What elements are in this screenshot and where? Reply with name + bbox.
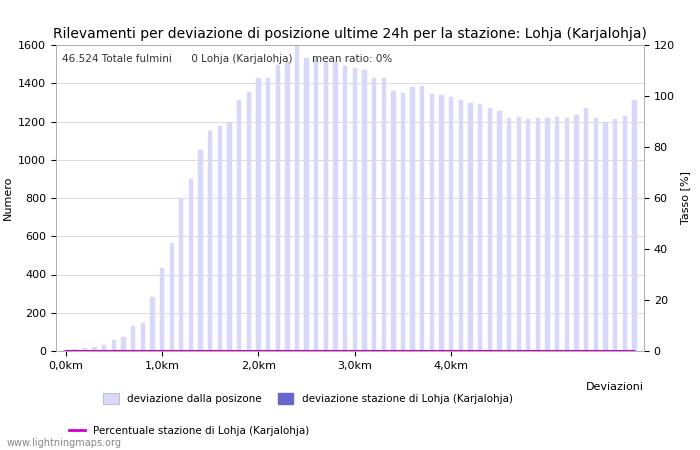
- Bar: [430, 94, 434, 351]
- Bar: [401, 93, 405, 351]
- Bar: [73, 349, 78, 351]
- Bar: [169, 243, 174, 351]
- Bar: [382, 77, 386, 351]
- Bar: [141, 323, 145, 351]
- Bar: [228, 122, 232, 351]
- Title: Rilevamenti per deviazione di posizione ultime 24h per la stazione: Lohja (Karja: Rilevamenti per deviazione di posizione …: [53, 27, 647, 41]
- Bar: [410, 87, 415, 351]
- Bar: [64, 350, 68, 351]
- Bar: [536, 117, 540, 351]
- Bar: [92, 347, 97, 351]
- Bar: [150, 297, 155, 351]
- Bar: [83, 348, 87, 351]
- Bar: [323, 62, 328, 351]
- Bar: [285, 62, 290, 351]
- Bar: [497, 111, 502, 351]
- Bar: [420, 86, 424, 351]
- Text: www.lightningmaps.org: www.lightningmaps.org: [7, 438, 122, 448]
- Bar: [545, 117, 550, 351]
- Bar: [353, 68, 357, 351]
- Bar: [391, 91, 395, 351]
- Bar: [256, 77, 260, 351]
- Bar: [121, 337, 125, 351]
- Bar: [440, 95, 444, 351]
- Bar: [343, 66, 347, 351]
- Y-axis label: Numero: Numero: [3, 176, 13, 220]
- Bar: [449, 97, 454, 351]
- Bar: [613, 119, 617, 351]
- Bar: [314, 58, 318, 351]
- Legend: deviazione dalla posizone, deviazione stazione di Lohja (Karjalohja): deviazione dalla posizone, deviazione st…: [104, 393, 512, 404]
- Bar: [208, 131, 212, 351]
- Bar: [102, 345, 106, 351]
- Bar: [198, 150, 203, 351]
- Text: Deviazioni: Deviazioni: [586, 382, 644, 392]
- Bar: [160, 268, 164, 351]
- Bar: [218, 126, 222, 351]
- Bar: [555, 117, 559, 351]
- Bar: [304, 58, 309, 351]
- Legend: Percentuale stazione di Lohja (Karjalohja): Percentuale stazione di Lohja (Karjalohj…: [69, 426, 309, 436]
- Bar: [575, 115, 579, 351]
- Bar: [517, 117, 521, 351]
- Bar: [458, 100, 463, 351]
- Bar: [179, 198, 183, 351]
- Bar: [478, 104, 482, 351]
- Bar: [333, 62, 337, 351]
- Bar: [372, 77, 377, 351]
- Bar: [565, 117, 569, 351]
- Bar: [276, 65, 280, 351]
- Bar: [632, 100, 636, 351]
- Bar: [112, 341, 116, 351]
- Bar: [468, 104, 472, 351]
- Bar: [488, 108, 492, 351]
- Bar: [622, 116, 627, 351]
- Y-axis label: Tasso [%]: Tasso [%]: [680, 171, 690, 225]
- Bar: [246, 92, 251, 351]
- Bar: [295, 45, 299, 351]
- Bar: [584, 108, 588, 351]
- Bar: [603, 122, 608, 351]
- Bar: [594, 117, 598, 351]
- Bar: [237, 99, 241, 351]
- Bar: [363, 70, 367, 351]
- Bar: [131, 326, 135, 351]
- Text: 46.524 Totale fulmini      0 Lohja (Karjalohja)      mean ratio: 0%: 46.524 Totale fulmini 0 Lohja (Karjalohj…: [62, 54, 392, 64]
- Bar: [526, 119, 531, 351]
- Bar: [189, 179, 193, 351]
- Bar: [266, 77, 270, 351]
- Bar: [507, 117, 511, 351]
